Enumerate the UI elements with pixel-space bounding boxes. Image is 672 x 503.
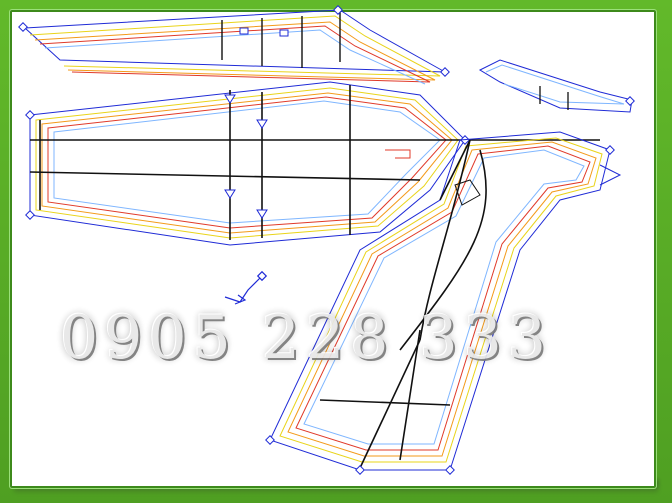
- phone-watermark: 0905 228 333: [60, 308, 620, 368]
- small-arrow-mark: [225, 272, 266, 304]
- sleeve-top-strip: [19, 6, 449, 84]
- collar-piece: [480, 60, 634, 112]
